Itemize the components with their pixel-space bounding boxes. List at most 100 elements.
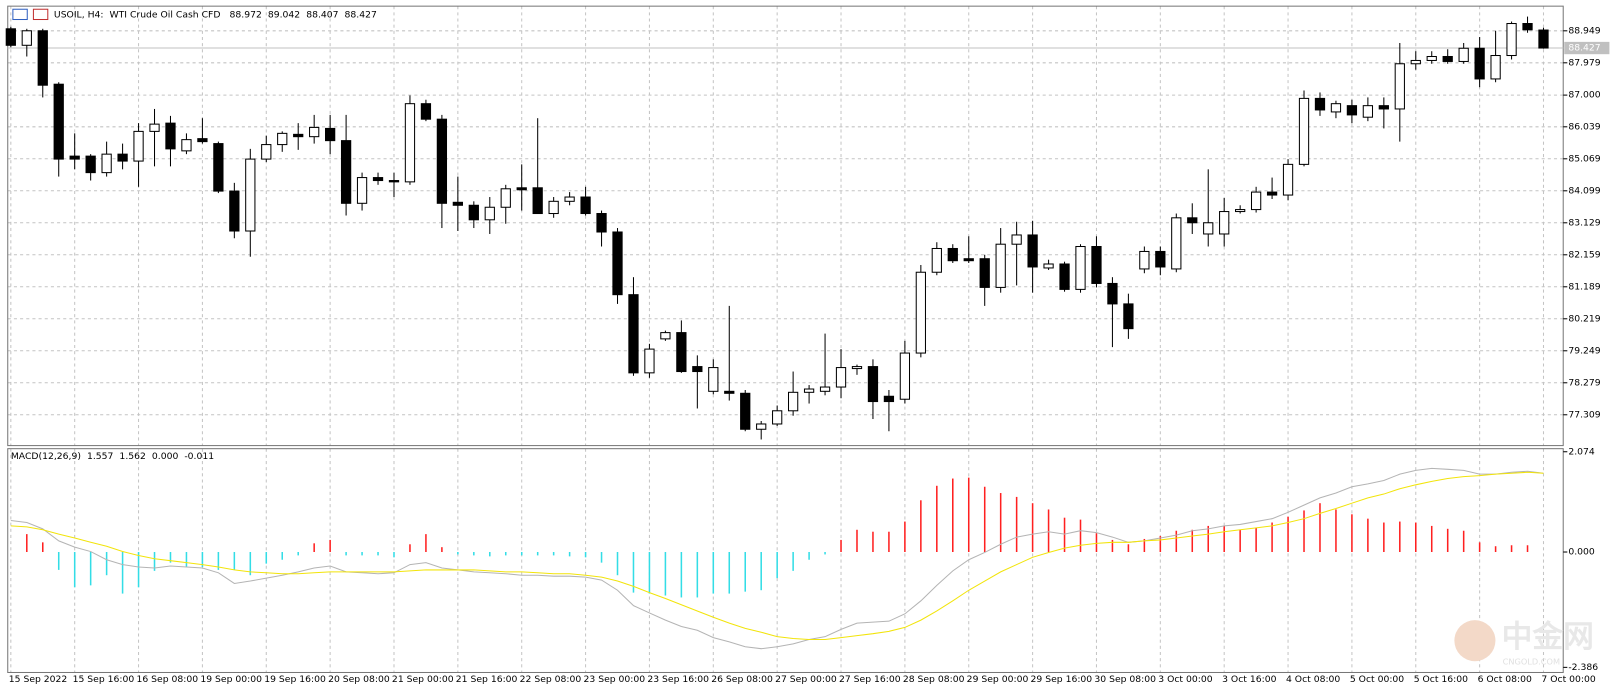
candle-body: [899, 352, 911, 400]
y-tick-label: 78.279: [1568, 377, 1600, 388]
candle-body: [404, 103, 416, 183]
candle-body: [1219, 211, 1230, 235]
candle-body: [1282, 163, 1294, 196]
candle-body: [21, 30, 32, 46]
candle-body: [819, 386, 831, 392]
macd-value: 1.557: [87, 450, 114, 461]
x-tick-label: 20 Sep 08:00: [328, 674, 390, 685]
candle-body: [931, 247, 942, 273]
macd-title: MACD(12,26,9): [11, 450, 81, 461]
candle-body: [213, 143, 224, 192]
candle-body: [1139, 250, 1150, 270]
candle-body: [484, 206, 495, 221]
candle-body: [1378, 105, 1389, 110]
macd-header: MACD(12,26,9) 1.557 1.562 0.000 -0.011: [11, 450, 214, 461]
low-value: 88.407: [306, 9, 338, 20]
candle-body: [1298, 97, 1310, 165]
x-tick-label: 21 Sep 16:00: [456, 674, 518, 685]
candle-body: [69, 155, 80, 160]
candle-body: [1362, 105, 1374, 118]
x-tick-label: 27 Sep 00:00: [775, 674, 837, 685]
candle-body: [1410, 59, 1421, 65]
candle-body: [37, 30, 48, 86]
candle-body: [692, 366, 703, 373]
candle-body: [53, 83, 64, 160]
y-tick-label: 2.074: [1568, 446, 1595, 457]
candle-body: [277, 132, 288, 146]
candle-body: [1490, 55, 1501, 80]
y-tick-label: 85.069: [1568, 153, 1600, 164]
candle-body: [772, 410, 783, 425]
candle-body: [356, 177, 368, 204]
candle-body: [1203, 222, 1214, 235]
candle-body: [676, 332, 687, 373]
x-tick-label: 15 Sep 2022: [9, 674, 68, 685]
x-tick-label: 30 Sep 08:00: [1094, 674, 1156, 685]
x-tick-label: 28 Sep 08:00: [903, 674, 965, 685]
y-tick-label: -2.386: [1568, 662, 1598, 673]
watermark-logo: [1454, 620, 1496, 662]
candle-body: [564, 196, 575, 202]
x-tick-label: 22 Sep 08:00: [520, 674, 582, 685]
candle-body: [1250, 191, 1262, 211]
candle-body: [1394, 63, 1405, 110]
candle-body: [133, 130, 144, 162]
symbol: USOIL, H4:: [54, 9, 104, 20]
candle-body: [580, 196, 591, 215]
candle-body: [388, 180, 400, 183]
candle-body: [1155, 250, 1166, 268]
candle-body: [452, 201, 463, 206]
x-tick-label: 15 Sep 16:00: [73, 674, 135, 685]
candle-body: [1091, 245, 1102, 284]
chart-header: USOIL, H4: WTI Crude Oil Cash CFD 88.972…: [54, 9, 377, 20]
y-tick-label: 77.309: [1568, 409, 1600, 420]
x-tick-label: 29 Sep 00:00: [967, 674, 1029, 685]
main-panel: [7, 5, 1564, 447]
x-tick-label: 5 Oct 00:00: [1350, 674, 1404, 685]
macd-line: [10, 467, 1544, 650]
candle-body: [1123, 303, 1134, 330]
candle-body: [1522, 23, 1533, 31]
instrument: WTI Crude Oil Cash CFD: [110, 9, 221, 20]
candle-body: [532, 187, 543, 215]
candle-body: [915, 271, 926, 354]
candle-body: [979, 258, 990, 288]
candle-body: [548, 200, 559, 215]
candle-body: [325, 127, 336, 142]
candle-body: [851, 366, 863, 370]
candle-body: [787, 391, 799, 412]
candle-body: [1506, 23, 1517, 57]
candle-body: [245, 158, 256, 232]
x-tick-label: 4 Oct 08:00: [1286, 674, 1340, 685]
x-tick-label: 27 Sep 16:00: [839, 674, 901, 685]
x-tick-label: 16 Sep 08:00: [136, 674, 198, 685]
candle-body: [995, 243, 1006, 288]
icon: [12, 8, 28, 21]
x-tick-label: 19 Sep 00:00: [200, 674, 262, 685]
candle-body: [867, 366, 879, 403]
candle-body: [1107, 282, 1118, 305]
x-tick-label: 21 Sep 00:00: [392, 674, 454, 685]
macd-panel: [7, 448, 1564, 674]
watermark-url: CNGOLD.COM: [1503, 657, 1560, 667]
y-tick-label: 84.099: [1568, 185, 1600, 196]
x-tick-label: 6 Oct 08:00: [1478, 674, 1532, 685]
candle-body: [1027, 234, 1038, 268]
candle-body: [500, 188, 511, 208]
candle-body: [261, 144, 272, 160]
x-tick-label: 7 Oct 00:00: [1541, 674, 1595, 685]
watermark: 中金网 CNGOLD.COM: [1454, 619, 1594, 667]
x-tick-label: 3 Oct 00:00: [1158, 674, 1212, 685]
y-tick-label: 88.949: [1568, 25, 1600, 36]
candle-body: [628, 294, 639, 374]
candle-body: [181, 139, 192, 152]
x-tick-label: 3 Oct 16:00: [1222, 674, 1276, 685]
candle-body: [644, 348, 655, 374]
candle-body: [1538, 29, 1549, 49]
x-tick-label: 23 Sep 16:00: [647, 674, 709, 685]
candle-body: [1235, 209, 1246, 213]
candle-body: [724, 390, 735, 394]
candle-body: [612, 231, 623, 296]
candle-body: [468, 204, 479, 221]
